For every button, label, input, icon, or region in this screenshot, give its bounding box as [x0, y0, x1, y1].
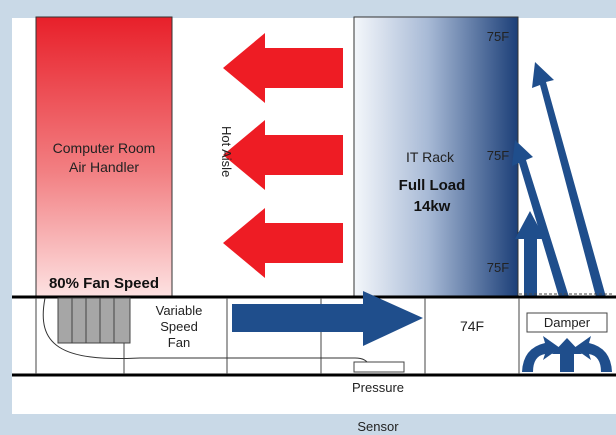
fan-label-3: Fan: [168, 335, 190, 350]
frame-left: [0, 0, 12, 435]
damper-label: Damper: [544, 315, 591, 330]
air-handler-label-2: Air Handler: [69, 159, 139, 175]
hot-air-arrow-middle: [223, 120, 343, 190]
rack-load-line2: 14kw: [414, 198, 451, 215]
it-rack: [353, 16, 519, 298]
hot-air-arrow-top: [223, 33, 343, 103]
damper-box: [526, 312, 608, 333]
pressure-sensor-box: [353, 361, 405, 373]
cool-air-arrow-short: [515, 211, 545, 297]
air-handler-label-1: Computer Room: [53, 140, 156, 156]
rack-title: IT Rack: [406, 149, 455, 165]
fan-coil: [57, 297, 131, 344]
rack-temp-top: 75F: [487, 29, 509, 44]
rack-temp-bottom: 75F: [487, 260, 509, 275]
pressure-sensor-label-2: Sensor: [357, 419, 399, 434]
air-handler-unit: [35, 16, 173, 298]
underfloor-temperature: 74F: [460, 318, 484, 334]
hot-aisle-label: Hot Aisle: [219, 126, 234, 177]
frame-top: [0, 0, 616, 18]
sensor-wire: [42, 297, 370, 367]
cool-air-arrow-medium: [512, 140, 569, 297]
hot-air-arrow-bottom: [223, 208, 343, 278]
rack-temp-middle: 75F: [487, 148, 509, 163]
rack-load-line1: Full Load: [399, 177, 466, 194]
cool-air-arrow-long: [532, 62, 606, 297]
fan-label-1: Variable: [156, 303, 203, 318]
supply-air-arrow: [232, 291, 423, 346]
fan-label-2: Speed: [160, 319, 198, 334]
pressure-sensor-label-1: Pressure: [352, 380, 404, 395]
frame-bottom: [0, 414, 616, 435]
fan-speed-label: 80% Fan Speed: [49, 275, 159, 292]
damper-airflow-arrows: [522, 336, 612, 372]
